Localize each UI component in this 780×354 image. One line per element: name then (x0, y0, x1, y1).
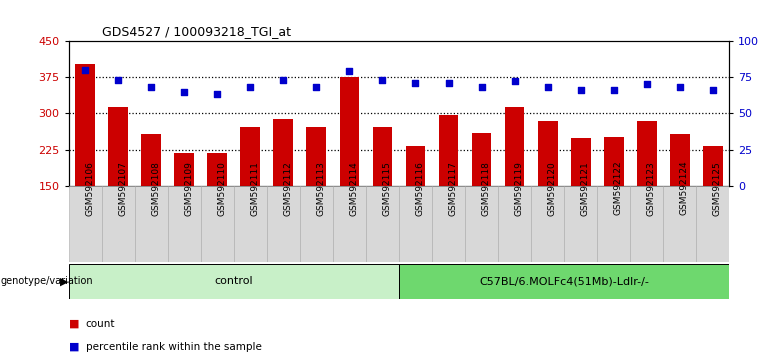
Bar (465, 186, 498, 262)
Point (442, 80, 455, 86)
Bar (69, 264, 399, 299)
Point (640, 81, 653, 87)
Text: GSM592119: GSM592119 (515, 161, 523, 216)
Text: GSM592120: GSM592120 (548, 161, 557, 216)
Point (608, 87, 620, 93)
Text: GSM592122: GSM592122 (614, 161, 622, 216)
Bar (432, 186, 465, 262)
Text: GSM592107: GSM592107 (119, 161, 127, 216)
Bar (663, 186, 697, 262)
Text: GSM592123: GSM592123 (647, 161, 656, 216)
Bar (636, 121, 657, 186)
Bar (75, 64, 95, 186)
Bar (135, 186, 168, 262)
Text: ■: ■ (69, 319, 79, 329)
Text: GSM592116: GSM592116 (416, 161, 424, 216)
Bar (438, 115, 459, 186)
Text: GSM592125: GSM592125 (713, 161, 722, 216)
Bar (207, 153, 227, 186)
Text: genotype/variation: genotype/variation (1, 276, 94, 286)
Text: GSM592115: GSM592115 (382, 161, 392, 216)
Bar (339, 77, 360, 186)
Bar (101, 186, 135, 262)
Text: control: control (215, 276, 254, 286)
Point (79, 67, 91, 73)
Bar (571, 138, 590, 186)
Bar (141, 133, 161, 186)
Bar (498, 186, 531, 262)
Bar (300, 186, 333, 262)
Bar (267, 186, 300, 262)
Text: GSM592118: GSM592118 (481, 161, 491, 216)
Point (310, 84, 323, 90)
Text: GSM592113: GSM592113 (317, 161, 325, 216)
Point (112, 77, 125, 83)
Bar (240, 127, 261, 186)
Text: GSM592108: GSM592108 (151, 161, 160, 216)
Bar (373, 127, 392, 186)
Text: GSM592117: GSM592117 (448, 161, 458, 216)
Bar (537, 121, 558, 186)
Point (707, 87, 719, 93)
Point (673, 84, 686, 90)
Text: GSM592112: GSM592112 (283, 161, 292, 216)
Bar (670, 133, 690, 186)
Text: ■: ■ (69, 342, 79, 352)
Point (509, 79, 521, 84)
Point (244, 84, 257, 90)
Point (541, 84, 554, 90)
Bar (399, 186, 432, 262)
Bar (472, 133, 491, 186)
Bar (274, 119, 293, 186)
Bar (399, 264, 729, 299)
Text: GSM592121: GSM592121 (580, 161, 590, 216)
Bar (234, 186, 267, 262)
Point (211, 92, 224, 97)
Point (343, 68, 356, 74)
Point (145, 84, 158, 90)
Point (475, 84, 488, 90)
Bar (604, 137, 623, 186)
Text: GSM592111: GSM592111 (250, 161, 259, 216)
Point (410, 80, 422, 86)
Bar (307, 127, 326, 186)
Bar (366, 186, 399, 262)
Point (574, 87, 587, 93)
Bar (531, 186, 564, 262)
Bar (333, 186, 366, 262)
Text: count: count (86, 319, 115, 329)
Bar (703, 146, 723, 186)
Bar (108, 108, 128, 186)
Text: GSM592106: GSM592106 (85, 161, 94, 216)
Bar (597, 186, 630, 262)
Text: GSM592109: GSM592109 (184, 161, 193, 216)
Bar (697, 186, 729, 262)
Bar (406, 146, 425, 186)
Text: GSM592110: GSM592110 (218, 161, 226, 216)
Text: GSM592114: GSM592114 (349, 161, 359, 216)
Text: C57BL/6.MOLFc4(51Mb)-Ldlr-/-: C57BL/6.MOLFc4(51Mb)-Ldlr-/- (479, 276, 649, 286)
Bar (200, 186, 234, 262)
Text: percentile rank within the sample: percentile rank within the sample (86, 342, 261, 352)
Bar (564, 186, 597, 262)
Point (277, 77, 289, 83)
Point (376, 77, 388, 83)
Bar (175, 153, 194, 186)
Bar (69, 186, 101, 262)
Text: GSM592124: GSM592124 (679, 161, 689, 216)
Bar (168, 186, 200, 262)
Text: ▶: ▶ (60, 276, 69, 286)
Bar (630, 186, 663, 262)
Text: GDS4527 / 100093218_TGI_at: GDS4527 / 100093218_TGI_at (101, 25, 291, 38)
Bar (505, 108, 524, 186)
Point (178, 88, 190, 94)
